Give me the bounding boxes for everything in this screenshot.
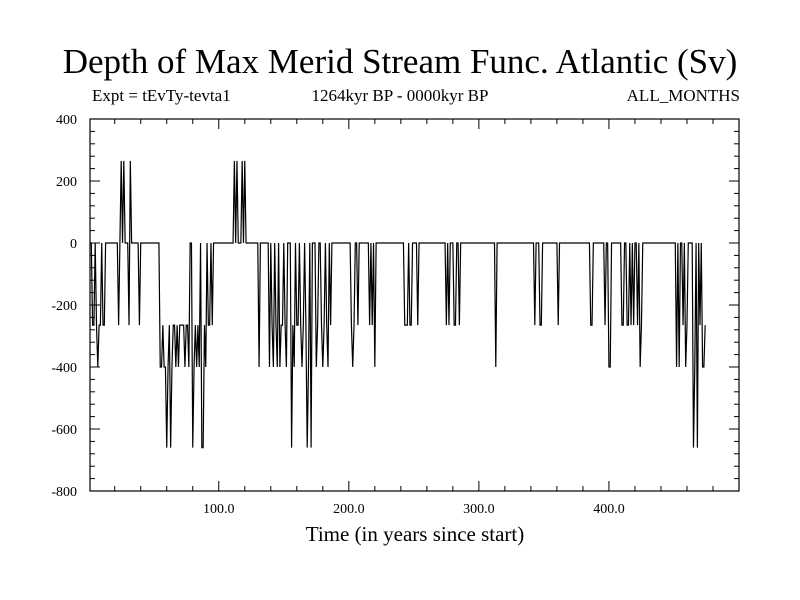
y-tick-label: 200 [56, 175, 77, 190]
data-series [90, 160, 706, 449]
experiment-label: Expt = tEvTy-tevta1 [92, 86, 231, 105]
y-tick-label: -600 [51, 423, 77, 438]
x-tick-label: 100.0 [203, 502, 235, 517]
x-tick-label: 300.0 [463, 502, 495, 517]
x-tick-label: 200.0 [333, 502, 365, 517]
series-line-0 [90, 160, 706, 449]
y-tick-label: -800 [51, 485, 77, 500]
y-tick-label: 0 [70, 237, 77, 252]
y-tick-label: 400 [56, 113, 77, 128]
plot-frame [89, 118, 740, 492]
x-axis-label: Time (in years since start) [305, 522, 525, 546]
months-label: ALL_MONTHS [626, 86, 740, 105]
y-tick-label: -200 [51, 299, 77, 314]
time-range-label: 1264kyr BP - 0000kyr BP [311, 86, 489, 105]
tick-labels: 400 200 0 -200 -400 -600 -800 100.0 200.0 300.0 40… [51, 113, 624, 517]
chart-title: Depth of Max Merid Stream Func. Atlantic… [62, 42, 738, 81]
y-tick-label: -400 [51, 361, 77, 376]
x-tick-label: 400.0 [593, 502, 625, 517]
